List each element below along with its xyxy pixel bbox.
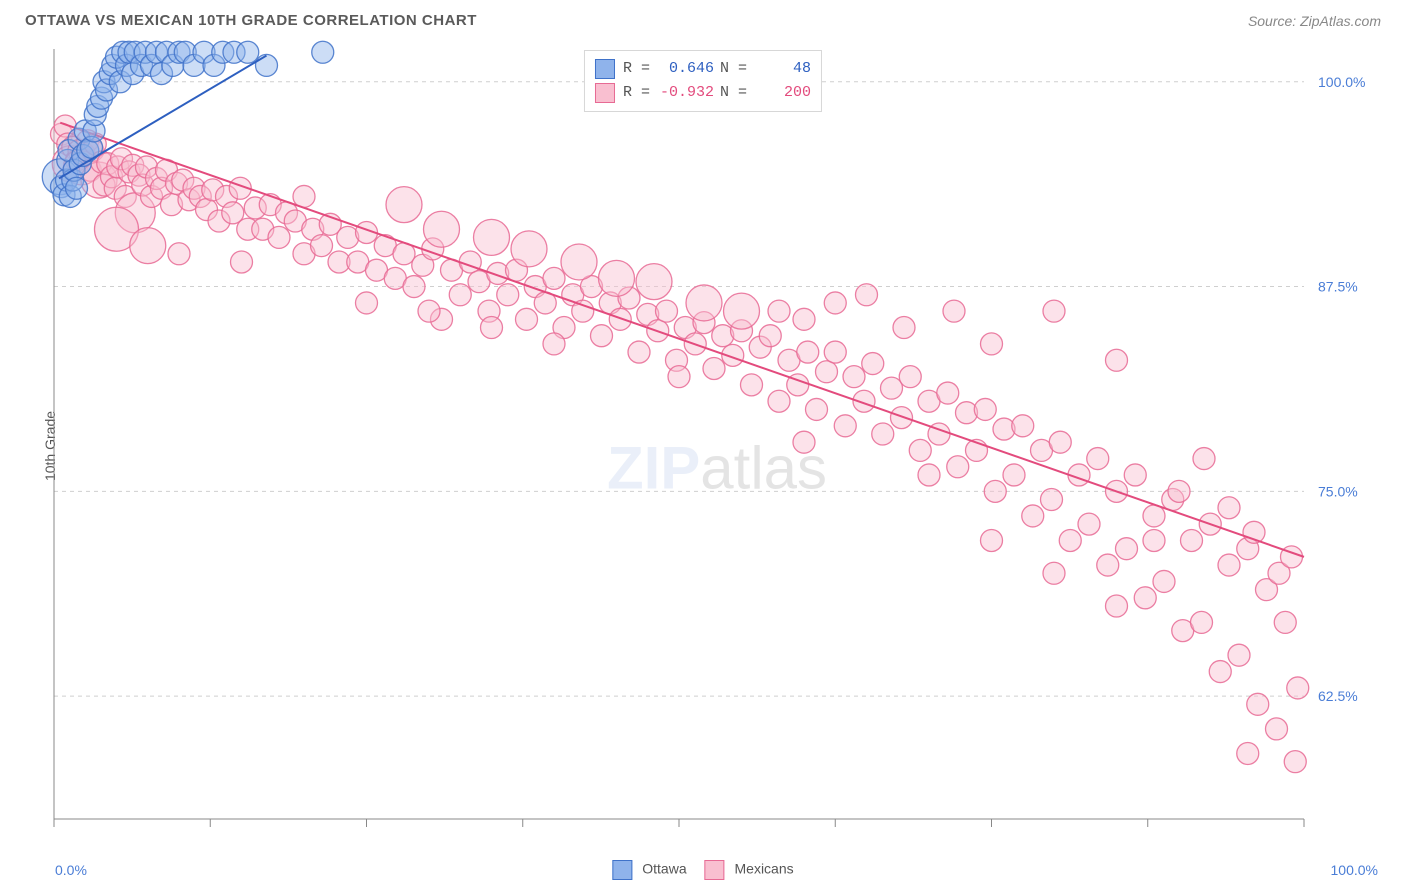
series-legend: Ottawa Mexicans [612, 860, 793, 880]
stats-row-ottawa: R = 0.646 N = 48 [595, 57, 811, 81]
stats-row-mexicans: R = -0.932 N = 200 [595, 81, 811, 105]
mexicans-r-value: -0.932 [656, 81, 714, 105]
ottawa-swatch-icon [595, 59, 615, 79]
mexicans-n-value: 200 [753, 81, 811, 105]
svg-text:75.0%: 75.0% [1318, 483, 1358, 499]
n-label: N = [720, 81, 747, 105]
header: OTTAWA VS MEXICAN 10TH GRADE CORRELATION… [25, 12, 1381, 29]
svg-text:87.5%: 87.5% [1318, 279, 1358, 295]
r-label: R = [623, 57, 650, 81]
svg-text:62.5%: 62.5% [1318, 688, 1358, 704]
mexicans-color-icon [705, 860, 725, 880]
r-label: R = [623, 81, 650, 105]
legend-item-mexicans: Mexicans [705, 860, 794, 880]
scatter-plot: 62.5%75.0%87.5%100.0%ZIPatlas [50, 45, 1384, 837]
legend-item-ottawa: Ottawa [612, 860, 686, 880]
n-label: N = [720, 57, 747, 81]
svg-text:100.0%: 100.0% [1318, 74, 1365, 90]
ottawa-legend-label: Ottawa [642, 861, 686, 877]
mexicans-swatch-icon [595, 83, 615, 103]
x-axis-min-label: 0.0% [55, 862, 87, 878]
mexicans-legend-label: Mexicans [735, 861, 794, 877]
ottawa-r-value: 0.646 [656, 57, 714, 81]
ottawa-n-value: 48 [753, 57, 811, 81]
source-label: Source: ZipAtlas.com [1248, 13, 1381, 29]
ottawa-color-icon [612, 860, 632, 880]
x-axis-max-label: 100.0% [1331, 862, 1378, 878]
chart-title: OTTAWA VS MEXICAN 10TH GRADE CORRELATION… [25, 12, 477, 29]
chart-area: 62.5%75.0%87.5%100.0%ZIPatlas [50, 45, 1384, 837]
stats-legend: R = 0.646 N = 48 R = -0.932 N = 200 [584, 50, 822, 112]
